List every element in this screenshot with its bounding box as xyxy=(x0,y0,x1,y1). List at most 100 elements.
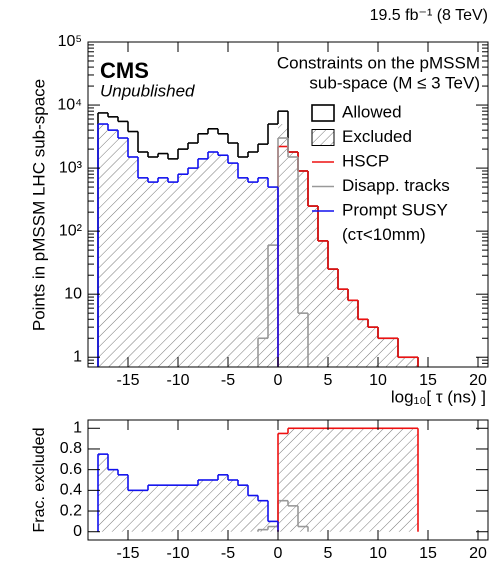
excluded-bin xyxy=(318,240,328,367)
x-tick-label: 5 xyxy=(324,372,333,389)
excluded-bin xyxy=(168,182,178,367)
excluded-bin xyxy=(178,485,188,532)
cms-label: CMS xyxy=(100,58,149,83)
y-axis-label: Points in pMSSM LHC sub-space xyxy=(29,79,48,331)
x-tick-label: 15 xyxy=(419,372,437,389)
x-tick-label: 20 xyxy=(469,545,487,562)
excluded-bin xyxy=(248,182,258,367)
excluded-bin xyxy=(298,170,308,367)
x-tick-label: 15 xyxy=(419,545,437,562)
excluded-bin xyxy=(378,428,388,532)
excluded-bin xyxy=(408,357,418,367)
x-tick-label: 0 xyxy=(274,545,283,562)
excluded-bin xyxy=(398,357,408,367)
excluded-bin xyxy=(158,177,168,367)
x-tick-label: -10 xyxy=(166,545,189,562)
plot-area xyxy=(97,110,419,367)
y-tick-label: 1 xyxy=(73,348,82,365)
excluded-bin xyxy=(308,206,318,367)
x-tick-label: 10 xyxy=(369,372,387,389)
excluded-bin xyxy=(278,124,288,367)
excluded-bin xyxy=(208,480,218,532)
excluded-bin xyxy=(338,289,348,367)
excluded-bin xyxy=(238,177,248,367)
y-tick-label: 10² xyxy=(59,222,83,239)
excluded-bin xyxy=(258,500,268,532)
excluded-bin xyxy=(248,495,258,532)
excluded-bin xyxy=(378,338,388,367)
status-label: Unpublished xyxy=(100,81,195,100)
y-tick-label: 10⁴ xyxy=(57,96,82,113)
x-tick-label: -5 xyxy=(221,372,235,389)
x-tick-label: -15 xyxy=(116,372,139,389)
x-tick-label: 10 xyxy=(369,545,387,562)
y-tick-label: 0.8 xyxy=(60,440,82,457)
excluded-bin xyxy=(298,428,308,532)
x-tick-label: 5 xyxy=(324,545,333,562)
y-tick-label: 0.2 xyxy=(60,502,82,519)
excluded-bin xyxy=(258,177,268,367)
x-tick-label: -5 xyxy=(221,545,235,562)
excluded-bin xyxy=(228,480,238,532)
excluded-bin xyxy=(338,428,348,532)
y-tick-label: 10³ xyxy=(59,159,83,176)
excluded-bin xyxy=(388,338,398,367)
legend-label: HSCP xyxy=(342,151,389,170)
excluded-bin xyxy=(368,327,378,367)
legend-swatch xyxy=(311,104,335,122)
excluded-bin xyxy=(348,428,358,532)
x-tick-label: -10 xyxy=(166,372,189,389)
x-tick-label: 20 xyxy=(469,372,487,389)
excluded-bin xyxy=(98,454,108,532)
excluded-bin xyxy=(118,138,128,367)
x-tick-label: 0 xyxy=(274,372,283,389)
excluded-bin xyxy=(218,155,228,367)
legend-note: (cτ<10mm) xyxy=(342,225,426,244)
excluded-bin xyxy=(308,428,318,532)
excluded-bin xyxy=(388,428,398,532)
excluded-bin xyxy=(128,490,138,532)
excluded-bin xyxy=(118,474,128,532)
lumi-label: 19.5 fb⁻¹ (8 TeV) xyxy=(370,7,488,24)
excluded-bin xyxy=(348,300,358,367)
excluded-bin xyxy=(138,177,148,367)
excluded-bin xyxy=(198,158,208,367)
excluded-bin xyxy=(278,433,288,532)
excluded-bin xyxy=(268,187,278,367)
y-axis-label: Frac. excluded xyxy=(31,428,48,533)
excluded-bin xyxy=(108,469,118,532)
excluded-bin xyxy=(368,428,378,532)
legend-label: Excluded xyxy=(342,127,412,146)
excluded-bin xyxy=(238,485,248,532)
excluded-bin xyxy=(288,428,298,532)
excluded-bin xyxy=(108,130,118,367)
excluded-bin xyxy=(138,490,148,532)
legend-label: Prompt SUSY xyxy=(342,200,448,219)
excluded-bin xyxy=(228,163,238,367)
excluded-bin xyxy=(408,428,418,532)
legend-label: Allowed xyxy=(342,102,402,121)
excluded-bin xyxy=(148,182,158,367)
excluded-bin xyxy=(358,428,368,532)
legend-swatch xyxy=(311,129,335,146)
excluded-bin xyxy=(208,151,218,367)
y-tick-label: 0.4 xyxy=(60,482,82,499)
chart-title: Constraints on the pMSSM xyxy=(277,53,480,72)
y-tick-label: 1 xyxy=(73,419,82,436)
excluded-bin xyxy=(198,480,208,532)
plot-frame xyxy=(87,419,489,541)
plot-area xyxy=(97,427,419,532)
y-tick-label: 10⁵ xyxy=(58,33,82,50)
legend-label: Disapp. tracks xyxy=(342,176,450,195)
excluded-bin xyxy=(178,174,188,367)
excluded-bin xyxy=(288,151,298,367)
y-tick-label: 10 xyxy=(64,285,82,302)
excluded-bin xyxy=(128,156,138,367)
y-tick-label: 0.6 xyxy=(60,461,82,478)
excluded-bin xyxy=(148,485,158,532)
x-tick-label: -15 xyxy=(116,545,139,562)
excluded-bin xyxy=(358,319,368,367)
excluded-bin xyxy=(98,124,108,367)
excluded-bin xyxy=(398,428,408,532)
excluded-bin xyxy=(218,474,228,532)
